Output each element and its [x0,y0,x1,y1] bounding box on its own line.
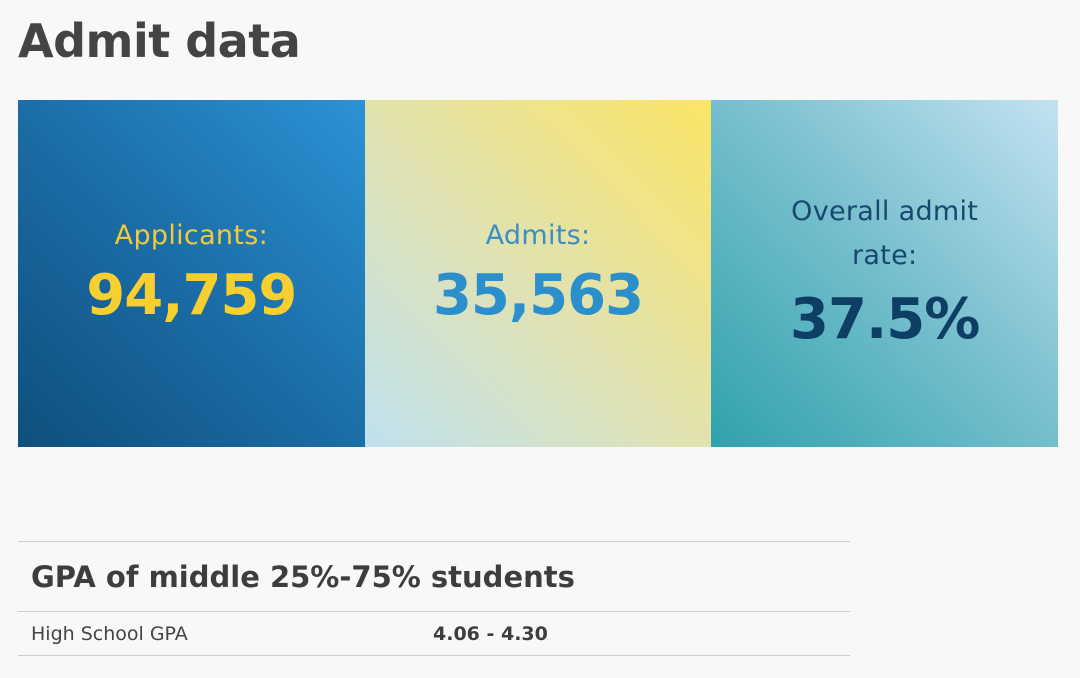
admit-stats-panel: Applicants: 94,759 Admits: 35,563 Overal… [18,100,1059,447]
applicants-card: Applicants: 94,759 [18,100,365,447]
gpa-table-heading: GPA of middle 25%-75% students [18,542,850,612]
admit-rate-value: 37.5% [790,286,980,352]
admit-rate-label: Overall admit rate: [791,195,979,271]
table-row: High School GPA 4.06 - 4.30 [18,612,850,656]
gpa-row-value: 4.06 - 4.30 [433,622,548,645]
gpa-table: GPA of middle 25%-75% students High Scho… [18,541,850,656]
gpa-row-label: High School GPA [31,622,188,645]
admit-rate-card: Overall admit rate: 37.5% [711,100,1059,447]
applicants-label: Applicants: [114,219,268,251]
page-title: Admit data [18,14,301,68]
admits-value: 35,563 [432,262,644,328]
admits-label: Admits: [485,219,591,251]
admits-card: Admits: 35,563 [364,100,712,447]
applicants-value: 94,759 [86,262,297,328]
